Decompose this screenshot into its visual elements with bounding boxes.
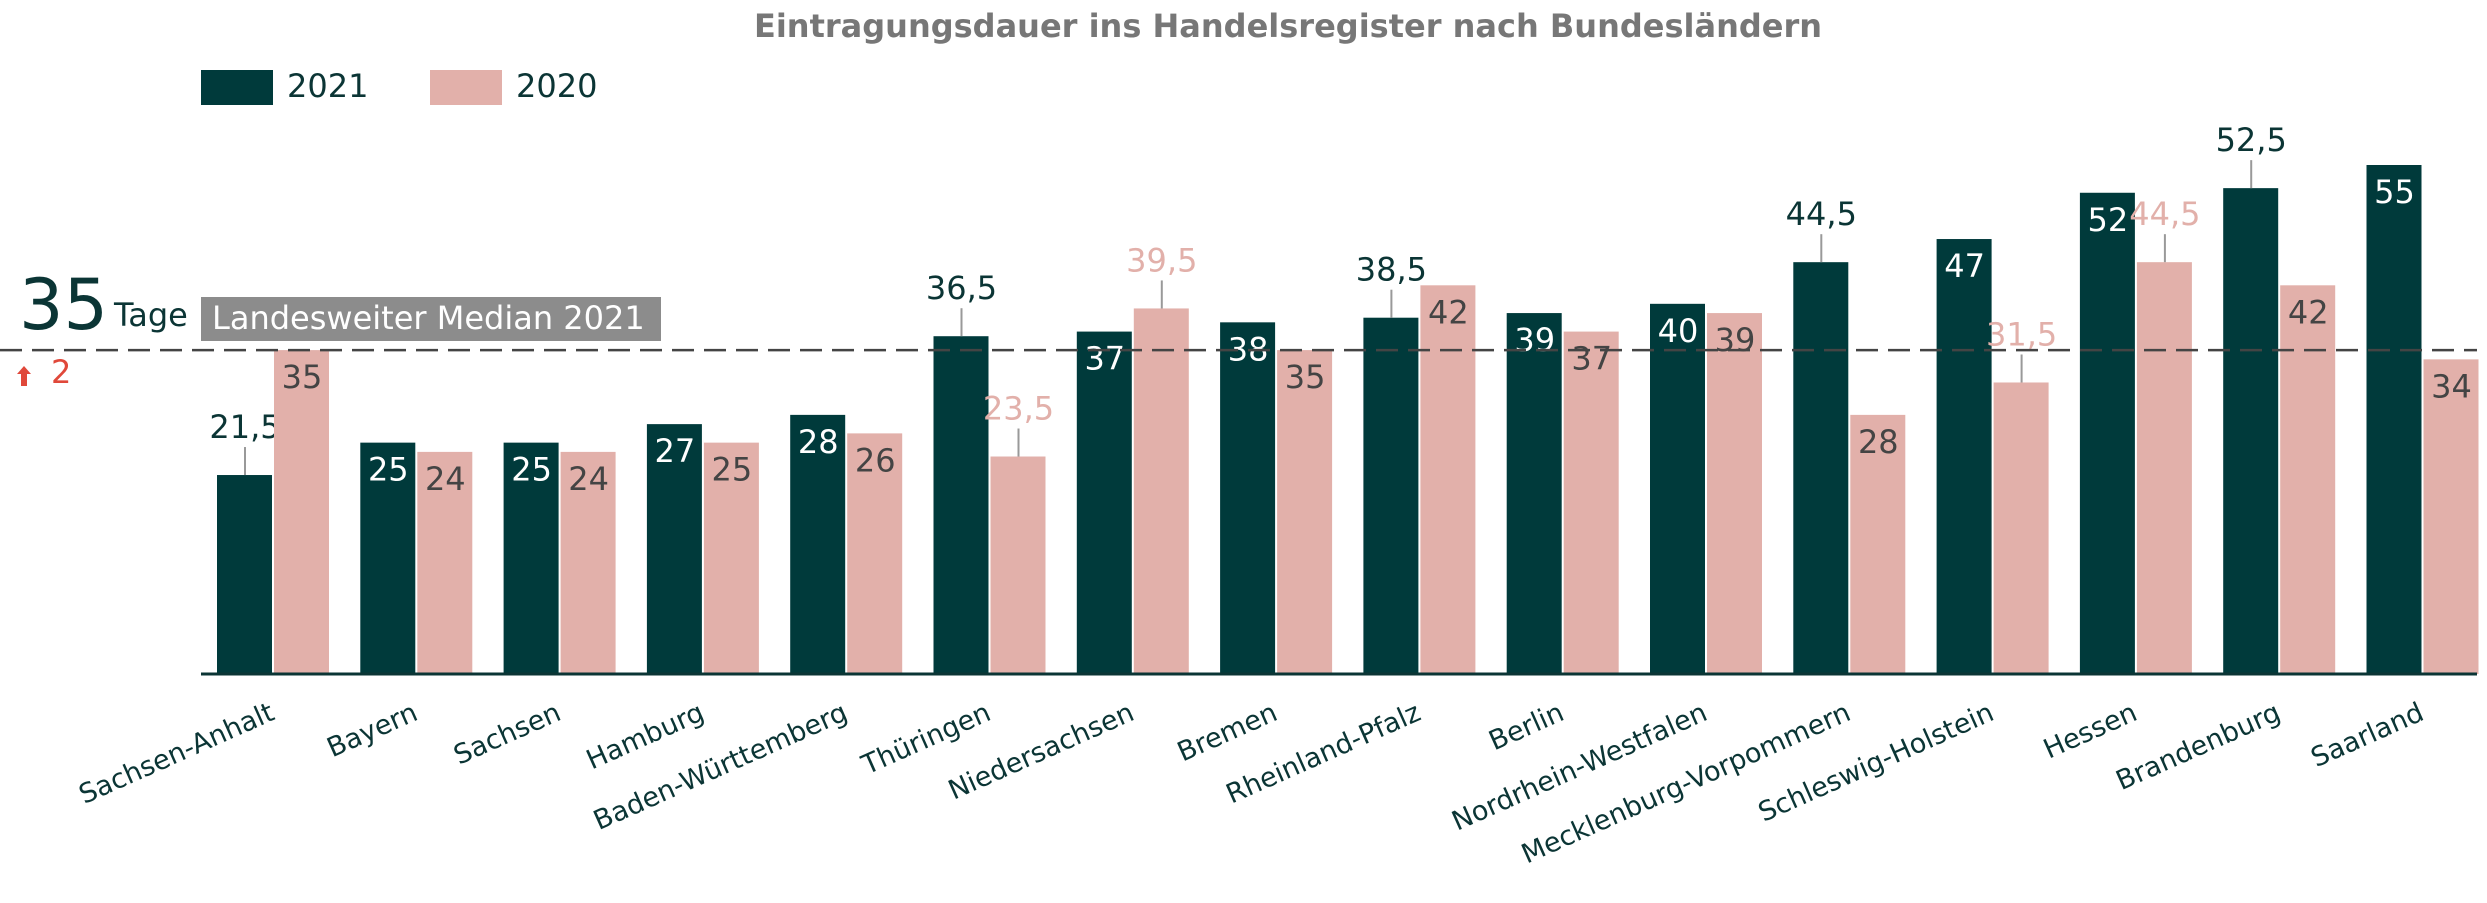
up-arrow <box>17 366 31 386</box>
bar <box>1793 262 1849 674</box>
bar <box>1993 382 2049 674</box>
x-tick-label: Hessen <box>2039 697 2142 765</box>
bar <box>1363 317 1419 674</box>
legend-label: 2020 <box>516 67 597 105</box>
bar <box>2223 188 2279 675</box>
value-label: 38,5 <box>1356 251 1427 289</box>
value-label: 52 <box>2088 201 2129 239</box>
value-label: 24 <box>425 460 466 498</box>
bar <box>560 451 616 674</box>
value-label: 34 <box>2431 367 2472 405</box>
value-label: 25 <box>712 451 753 489</box>
value-label: 42 <box>1428 293 1469 331</box>
value-label: 39,5 <box>1126 241 1197 279</box>
legend-swatch <box>201 70 273 105</box>
bar <box>1506 313 1562 674</box>
x-tick-label: Bayern <box>322 697 422 764</box>
value-label: 23,5 <box>983 390 1054 428</box>
median-unit: Tage <box>113 296 188 334</box>
x-tick-label: Brandenburg <box>2112 697 2286 797</box>
bar <box>703 442 759 674</box>
bar <box>2423 359 2479 674</box>
value-label: 39 <box>1514 321 1555 359</box>
value-label: 21,5 <box>209 408 280 446</box>
bar <box>217 475 272 674</box>
value-label: 25 <box>511 451 552 489</box>
value-label: 36,5 <box>926 269 997 307</box>
bar <box>274 350 329 674</box>
value-label: 35 <box>282 358 323 396</box>
value-label: 52,5 <box>2216 121 2287 159</box>
value-label: 27 <box>655 432 696 470</box>
value-label: 40 <box>1658 312 1699 350</box>
bar <box>990 456 1046 674</box>
bar <box>1133 308 1189 674</box>
chart-title: Eintragungsdauer ins Handelsregister nac… <box>754 7 1822 45</box>
bar <box>790 414 846 674</box>
median-label: Landesweiter Median 2021 <box>212 299 645 337</box>
median-box <box>201 297 661 341</box>
value-label: 37 <box>1084 340 1125 378</box>
x-tick-label: Sachsen-Anhalt <box>75 697 279 811</box>
x-tick-label: Baden-Württemberg <box>589 697 852 837</box>
value-label: 26 <box>855 441 896 479</box>
legend-label: 2021 <box>287 67 368 105</box>
x-tick-label: Berlin <box>1484 697 1568 757</box>
bar <box>646 424 702 674</box>
value-label: 47 <box>1944 247 1985 285</box>
bar <box>417 451 473 674</box>
x-tick-label: Sachsen <box>449 697 565 771</box>
bar <box>2280 285 2336 674</box>
bar <box>1707 313 1762 674</box>
bar <box>847 433 903 674</box>
x-tick-label: Bremen <box>1173 697 1282 768</box>
bar <box>360 442 416 674</box>
bar <box>1420 285 1476 674</box>
value-label: 28 <box>1858 423 1899 461</box>
bar <box>2079 192 2135 674</box>
bar <box>2136 262 2192 674</box>
value-label: 31,5 <box>1986 315 2057 353</box>
legend-swatch <box>430 70 502 105</box>
bar <box>1936 239 1992 674</box>
x-tick-label: Schleswig-Holstein <box>1754 697 1999 829</box>
value-label: 28 <box>798 423 839 461</box>
bar <box>933 336 989 674</box>
value-label: 37 <box>1571 340 1612 378</box>
value-label: 39 <box>1715 321 1756 359</box>
bar <box>503 442 559 674</box>
bar <box>1277 350 1333 674</box>
value-label: 55 <box>2374 173 2415 211</box>
value-label: 44,5 <box>2129 195 2200 233</box>
value-label: 35 <box>1285 358 1326 396</box>
bar <box>1220 322 1276 674</box>
value-label: 24 <box>568 460 609 498</box>
bar <box>1650 303 1705 674</box>
bar <box>1563 331 1619 674</box>
median-change: 2 <box>51 353 71 391</box>
value-label: 44,5 <box>1786 195 1857 233</box>
x-tick-label: Saarland <box>2306 697 2428 774</box>
value-label: 25 <box>368 451 409 489</box>
value-label: 42 <box>2288 293 2329 331</box>
bar <box>2366 165 2422 674</box>
median-value: 35 <box>19 264 108 346</box>
bar <box>1076 331 1132 674</box>
bar <box>1850 414 1906 674</box>
